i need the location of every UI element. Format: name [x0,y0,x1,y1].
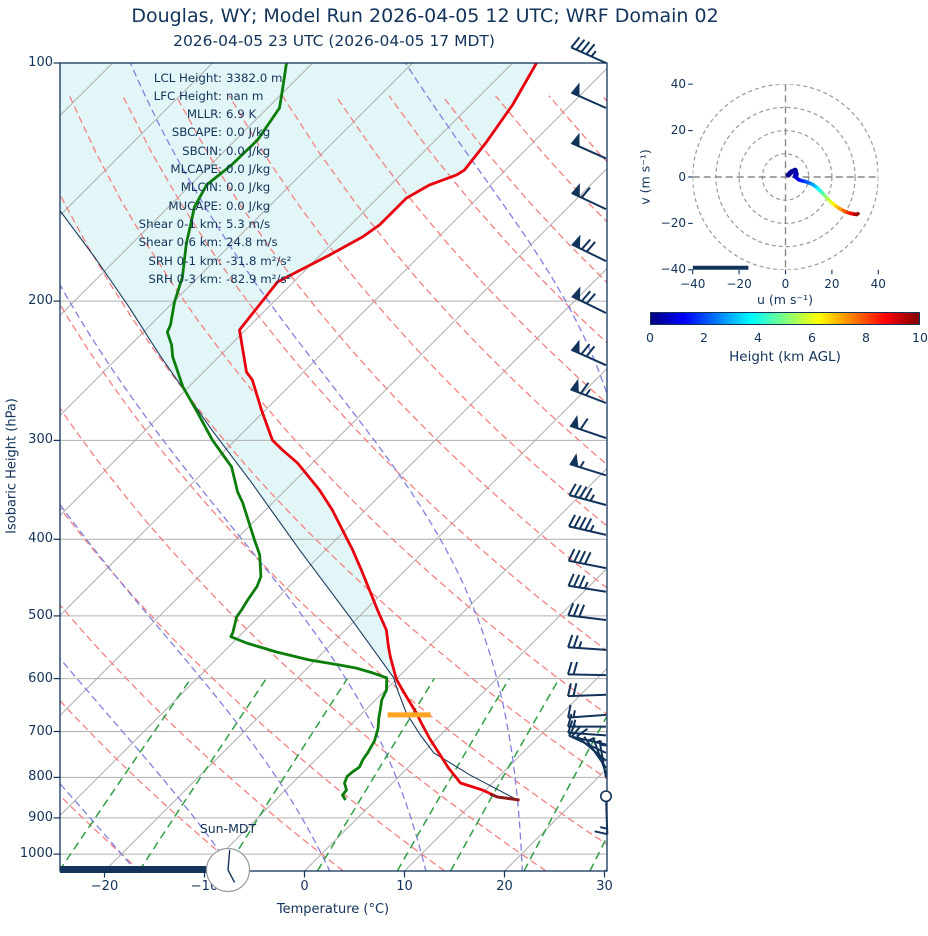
dry-adiabat-line [122,95,607,652]
skewt-axes-frame [53,62,608,878]
moist-adiabat-line [60,283,427,871]
dry-adiabat-line [0,96,39,871]
dry-adiabat-line [228,95,607,527]
profile-curves [60,63,538,802]
wind-barb [598,739,608,778]
wind-barb [568,514,607,536]
isotherm-gridline [60,63,513,517]
mixing-ratio-line [138,678,268,871]
wind-barb [570,82,607,109]
dry-adiabat-line [601,95,607,103]
skewt-background [0,45,839,872]
mixing-ratio-line [316,678,435,871]
mixing-ratio-line [60,678,192,871]
wind-barb [570,339,607,367]
mixing-ratio-line [589,835,607,871]
isotherm-gridline [60,63,413,417]
moist-adiabat-line [60,657,235,871]
isotherm-gridline [60,167,607,717]
wind-barb [570,378,607,404]
dry-adiabat-line [60,506,445,871]
wind-barb [567,548,607,570]
dry-adiabat-line [60,603,344,871]
wind-barb [594,790,612,836]
wind-barb [567,634,607,651]
wind-barb [568,483,607,506]
mixing-ratio-line [396,678,510,871]
isotherm-gridline [60,63,213,217]
parcel-path-line [60,209,518,801]
mixing-ratio-line [638,679,734,871]
isotherm-gridline [304,567,607,871]
wind-barb [569,415,607,440]
wind-barb [567,661,607,677]
wind-barb [567,573,607,593]
cin-shade-area [60,63,537,678]
isotherm-gridline [604,867,607,871]
isotherm-gridline [104,367,607,871]
moist-adiabat-line [129,63,523,871]
hodograph-inset [688,83,879,275]
dry-adiabat-line [60,303,607,846]
isotherm-gridline [404,667,607,871]
mixing-ratio-line [450,678,560,871]
hodograph-trace-segment [854,211,860,217]
dry-adiabat-line [60,192,607,780]
wind-barbs [567,36,612,836]
dry-adiabat-line [335,95,607,405]
dewpoint-curve [165,63,389,801]
dry-adiabat-line [60,794,141,871]
mixing-ratio-line [523,714,607,871]
height-colorbar [650,312,920,325]
isotherm-gridline [60,267,607,817]
surface-tail-segment [489,792,520,802]
temperature-curve [238,63,538,802]
isotherm-gridline [204,467,607,871]
wind-barb [571,286,607,314]
moist-adiabat-line [718,45,839,872]
dry-adiabat-line [281,95,607,466]
wind-barb [567,682,607,698]
dry-adiabat-line [68,95,607,716]
dry-adiabat-line [60,407,547,871]
wind-barb [570,132,607,160]
mixing-ratio-line [224,678,349,871]
wind-barb [569,453,607,477]
wind-barb [571,234,607,262]
wind-barb [567,602,607,621]
wind-barb [567,704,607,719]
isotherm-gridline [60,67,607,617]
wind-barb [571,183,607,211]
wind-barb [570,36,607,64]
moist-adiabat-line [0,45,38,872]
dry-adiabat-line [494,95,607,223]
